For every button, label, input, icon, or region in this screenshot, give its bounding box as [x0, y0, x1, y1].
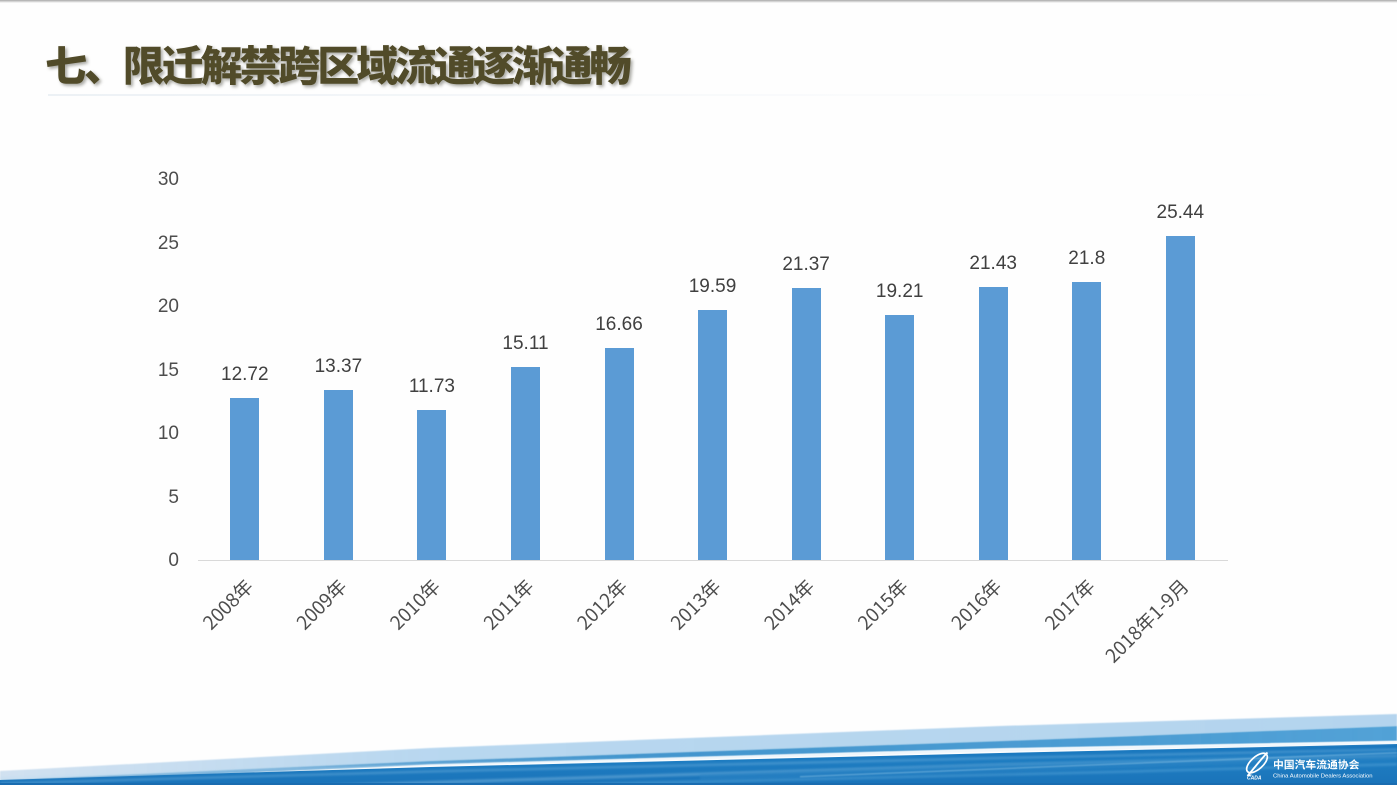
svg-text:CADA: CADA [1247, 776, 1262, 782]
svg-text:China Automobile Dealers Assoc: China Automobile Dealers Association [1273, 774, 1373, 780]
